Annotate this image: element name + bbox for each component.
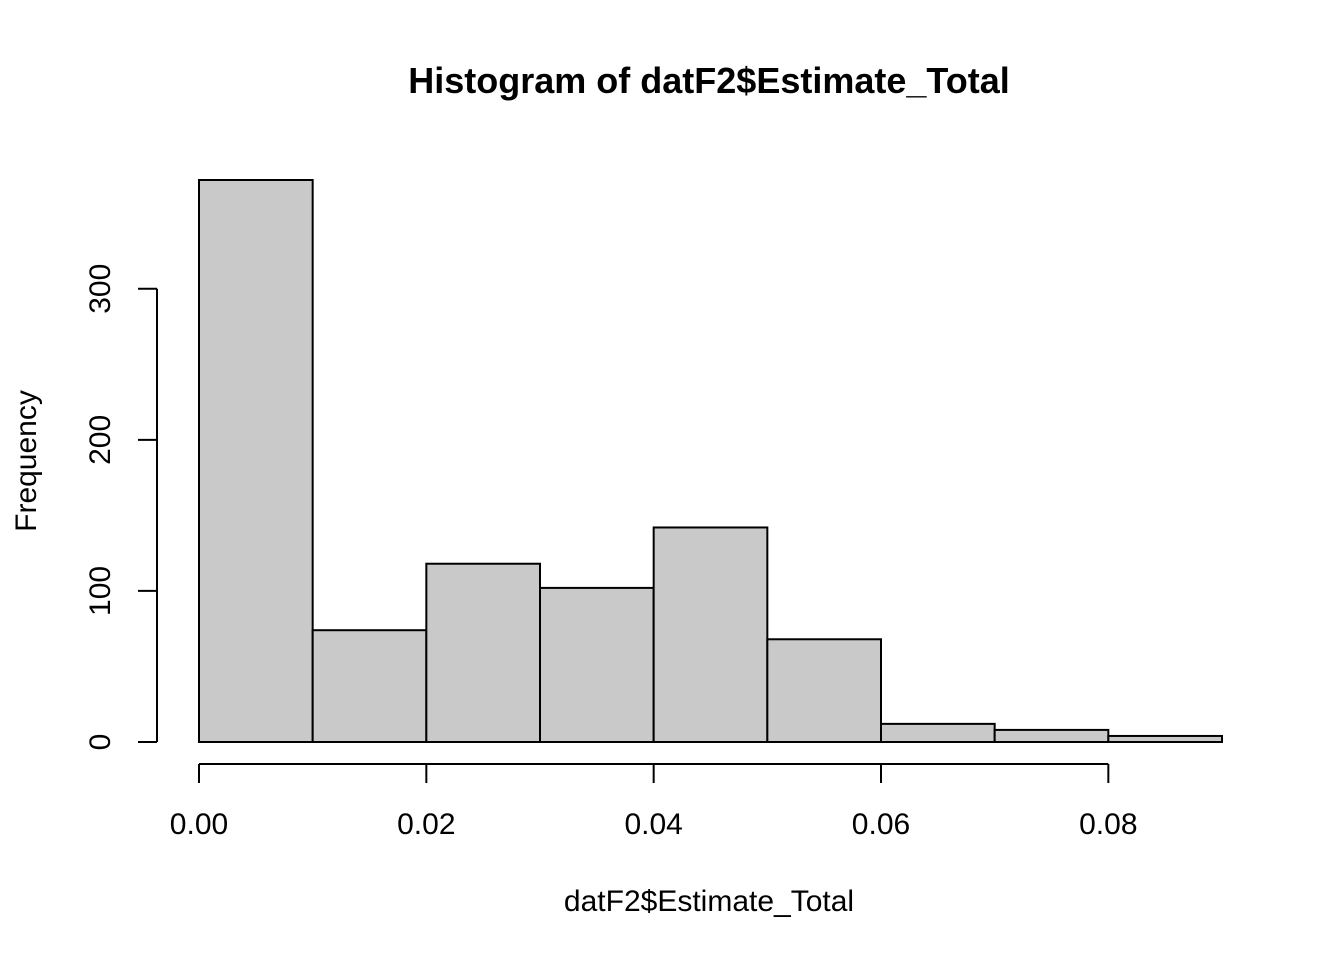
x-tick-label-3: 0.06 [852,808,910,841]
histogram-bar-5 [766,638,882,743]
x-axis: 0.00 0.02 0.04 0.06 0.08 [170,763,1138,841]
y-tick-label-1: 100 [84,566,117,616]
y-axis-label: Frequency [10,390,43,532]
y-axis: 0 100 200 300 [84,264,158,751]
x-tick-label-2: 0.04 [624,808,682,841]
histogram-bar-3 [539,586,655,743]
histogram-bar-2 [425,562,542,744]
bars-group [198,179,1224,744]
x-tick-label-4: 0.08 [1079,808,1137,841]
chart-title: Histogram of datF2$Estimate_Total [408,60,1009,101]
y-tick-label-0: 0 [84,734,117,751]
histogram-bar-8 [1107,734,1224,743]
y-tick-label-3: 300 [84,264,117,314]
histogram-bar-0 [198,179,314,743]
x-tick-label-1: 0.02 [397,808,455,841]
histogram-bar-1 [311,629,428,743]
histogram-bar-7 [993,728,1110,744]
y-tick-label-2: 200 [84,415,117,465]
histogram-bar-6 [880,722,996,744]
histogram-bar-4 [652,526,769,744]
x-axis-label: datF2$Estimate_Total [564,885,854,918]
x-tick-label-0: 0.00 [170,808,228,841]
